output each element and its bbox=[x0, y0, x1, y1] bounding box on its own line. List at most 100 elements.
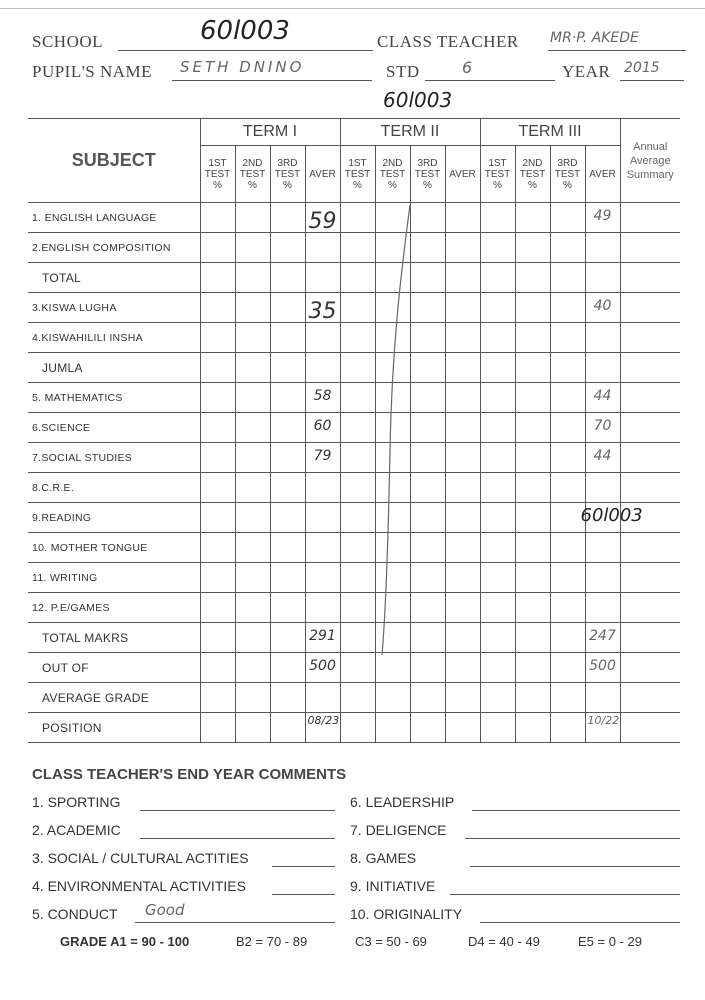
mark-cell[interactable] bbox=[479, 412, 516, 443]
mark-cell[interactable] bbox=[619, 292, 680, 323]
mark-cell[interactable] bbox=[549, 622, 586, 653]
comment-field[interactable] bbox=[272, 873, 335, 895]
mark-cell[interactable] bbox=[444, 352, 481, 383]
mark-cell[interactable] bbox=[514, 472, 551, 503]
mark-cell[interactable] bbox=[199, 442, 236, 473]
mark-cell[interactable]: 60l003 bbox=[581, 502, 680, 533]
mark-cell[interactable] bbox=[549, 442, 586, 473]
mark-cell[interactable] bbox=[199, 682, 236, 713]
mark-cell[interactable] bbox=[199, 502, 236, 533]
mark-cell[interactable] bbox=[234, 442, 271, 473]
mark-cell[interactable] bbox=[514, 532, 551, 563]
mark-cell[interactable] bbox=[304, 532, 341, 563]
mark-cell[interactable] bbox=[514, 382, 551, 413]
mark-cell[interactable] bbox=[269, 472, 306, 503]
mark-cell[interactable] bbox=[619, 322, 680, 353]
mark-cell[interactable] bbox=[374, 472, 411, 503]
mark-cell[interactable] bbox=[479, 682, 516, 713]
mark-cell[interactable] bbox=[619, 532, 680, 563]
mark-cell[interactable] bbox=[409, 262, 446, 293]
mark-cell[interactable] bbox=[514, 502, 551, 533]
mark-cell[interactable] bbox=[409, 712, 446, 743]
mark-cell[interactable] bbox=[619, 652, 680, 683]
mark-cell[interactable] bbox=[479, 652, 516, 683]
mark-cell[interactable] bbox=[234, 682, 271, 713]
mark-cell[interactable] bbox=[304, 262, 341, 293]
mark-cell[interactable] bbox=[479, 562, 516, 593]
mark-cell[interactable] bbox=[444, 232, 481, 263]
mark-cell[interactable] bbox=[269, 382, 306, 413]
mark-cell[interactable] bbox=[374, 322, 411, 353]
mark-cell[interactable]: 49 bbox=[584, 202, 621, 233]
mark-cell[interactable] bbox=[199, 712, 236, 743]
mark-cell[interactable] bbox=[619, 442, 680, 473]
mark-cell[interactable] bbox=[479, 472, 516, 503]
mark-cell[interactable] bbox=[304, 502, 341, 533]
mark-cell[interactable] bbox=[199, 352, 236, 383]
mark-cell[interactable]: 40 bbox=[584, 292, 621, 323]
mark-cell[interactable] bbox=[514, 652, 551, 683]
mark-cell[interactable] bbox=[584, 532, 621, 563]
mark-cell[interactable] bbox=[514, 292, 551, 323]
mark-cell[interactable] bbox=[199, 592, 236, 623]
mark-cell[interactable] bbox=[584, 472, 621, 503]
mark-cell[interactable] bbox=[444, 712, 481, 743]
comment-field[interactable]: Good bbox=[135, 901, 335, 923]
mark-cell[interactable] bbox=[479, 442, 516, 473]
mark-cell[interactable] bbox=[514, 622, 551, 653]
mark-cell[interactable] bbox=[269, 682, 306, 713]
mark-cell[interactable] bbox=[199, 232, 236, 263]
mark-cell[interactable] bbox=[199, 262, 236, 293]
mark-cell[interactable] bbox=[374, 682, 411, 713]
mark-cell[interactable] bbox=[234, 352, 271, 383]
mark-cell[interactable] bbox=[479, 262, 516, 293]
mark-cell[interactable]: 08/23 bbox=[304, 712, 341, 743]
mark-cell[interactable] bbox=[549, 352, 586, 383]
mark-cell[interactable] bbox=[234, 232, 271, 263]
mark-cell[interactable] bbox=[304, 352, 341, 383]
mark-cell[interactable] bbox=[584, 322, 621, 353]
mark-cell[interactable]: 500 bbox=[584, 652, 621, 683]
mark-cell[interactable] bbox=[339, 322, 376, 353]
mark-cell[interactable] bbox=[619, 682, 680, 713]
mark-cell[interactable] bbox=[234, 712, 271, 743]
mark-cell[interactable] bbox=[269, 562, 306, 593]
mark-cell[interactable]: 247 bbox=[584, 622, 621, 653]
mark-cell[interactable] bbox=[619, 232, 680, 263]
mark-cell[interactable] bbox=[619, 472, 680, 503]
mark-cell[interactable] bbox=[619, 562, 680, 593]
mark-cell[interactable] bbox=[269, 592, 306, 623]
mark-cell[interactable] bbox=[304, 592, 341, 623]
mark-cell[interactable] bbox=[304, 562, 341, 593]
mark-cell[interactable] bbox=[479, 502, 516, 533]
mark-cell[interactable] bbox=[269, 292, 306, 323]
mark-cell[interactable] bbox=[549, 532, 586, 563]
mark-cell[interactable] bbox=[514, 442, 551, 473]
mark-cell[interactable] bbox=[619, 712, 680, 743]
mark-cell[interactable]: 35 bbox=[304, 292, 341, 324]
mark-cell[interactable] bbox=[444, 532, 481, 563]
mark-cell[interactable] bbox=[374, 652, 411, 683]
mark-cell[interactable] bbox=[444, 592, 481, 623]
mark-cell[interactable] bbox=[444, 202, 481, 233]
mark-cell[interactable] bbox=[199, 382, 236, 413]
mark-cell[interactable] bbox=[269, 712, 306, 743]
comment-field[interactable] bbox=[272, 845, 335, 867]
mark-cell[interactable] bbox=[479, 382, 516, 413]
mark-cell[interactable] bbox=[269, 502, 306, 533]
mark-cell[interactable] bbox=[514, 232, 551, 263]
mark-cell[interactable] bbox=[339, 382, 376, 413]
mark-cell[interactable] bbox=[269, 232, 306, 263]
mark-cell[interactable] bbox=[479, 292, 516, 323]
mark-cell[interactable] bbox=[199, 472, 236, 503]
mark-cell[interactable] bbox=[374, 292, 411, 323]
mark-cell[interactable] bbox=[339, 592, 376, 623]
mark-cell[interactable] bbox=[549, 262, 586, 293]
mark-cell[interactable] bbox=[549, 202, 586, 233]
mark-cell[interactable] bbox=[269, 262, 306, 293]
mark-cell[interactable] bbox=[199, 532, 236, 563]
mark-cell[interactable] bbox=[304, 322, 341, 353]
mark-cell[interactable]: 44 bbox=[584, 382, 621, 413]
mark-cell[interactable] bbox=[234, 562, 271, 593]
mark-cell[interactable] bbox=[234, 652, 271, 683]
